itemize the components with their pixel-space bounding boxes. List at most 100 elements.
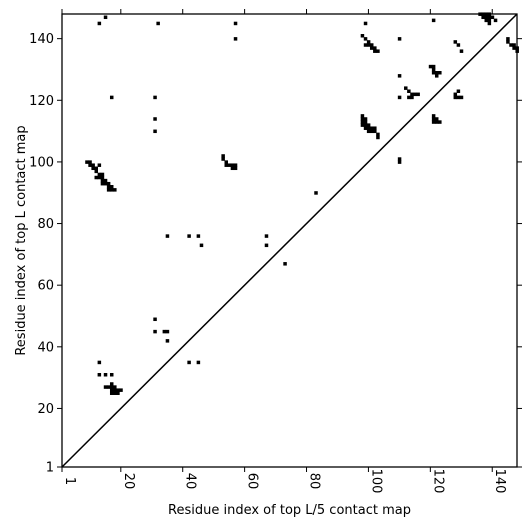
contact-point [94,175,98,180]
contact-points [85,12,519,395]
contact-point [506,37,510,41]
contact-point [397,74,402,78]
contact-point [113,388,117,392]
contact-point [360,34,365,38]
contact-point [369,126,374,130]
diagonal-line [61,13,518,468]
contact-point [487,15,492,20]
contact-point [366,126,371,130]
contact-point [165,329,170,334]
contact-point [230,163,235,167]
contact-point [153,117,157,121]
contact-point [103,181,108,186]
contact-point [221,154,225,158]
contact-point [199,243,204,248]
contact-point [106,188,111,192]
contact-point [373,126,377,130]
contact-point [224,160,228,164]
contact-point [456,89,461,93]
contact-point [431,120,436,124]
contact-point [109,185,114,189]
contact-point [431,64,436,69]
contact-point [97,21,102,26]
contact-point [196,234,201,238]
contact-point [404,86,408,90]
contact-point [363,126,368,130]
contact-point [369,43,374,47]
x-tick-label: 20 [121,473,136,490]
contact-point [397,95,402,100]
contact-point [360,117,365,121]
contact-point [233,37,238,41]
contact-point [410,92,414,97]
contact-point [431,18,436,23]
plot-frame [61,13,518,468]
contact-point [109,382,114,386]
contact-point [407,95,411,100]
y-tick-label: 120 [29,94,54,109]
contact-point [512,43,516,47]
contact-point [363,123,368,127]
contact-point [431,67,436,72]
contact-point [493,18,498,23]
contact-point [165,234,170,238]
x-axis-label: Residue index of top L/5 contact map [168,503,411,518]
contact-point [165,339,170,343]
contact-point [431,71,436,75]
contact-point [196,360,201,365]
y-axis-label: Residue index of top L contact map [14,125,29,355]
contact-point [487,18,492,23]
contact-point [410,95,414,100]
contact-point [434,71,439,75]
contact-point [233,21,238,26]
x-tick-label: 1 [62,477,77,485]
contact-point [366,129,371,134]
contact-point [366,123,371,127]
contact-point [156,21,160,26]
contact-point [373,46,377,50]
contact-point [100,172,105,177]
contact-point [103,178,108,183]
contact-point [119,388,123,392]
contact-point [314,191,318,195]
contact-point [153,129,157,134]
contact-point [431,117,436,121]
contact-point [453,95,458,100]
contact-point [113,385,117,389]
contact-point [509,43,513,47]
contact-point [106,385,111,389]
contact-point [103,373,108,377]
contact-point [369,129,374,134]
contact-point [360,114,365,118]
contact-point [88,160,92,164]
contact-point [109,373,114,377]
contact-point [91,166,95,171]
contact-point [109,388,114,392]
contact-point [94,166,98,171]
y-tick-label: 100 [29,155,54,170]
contact-point [233,166,238,171]
contact-point [116,388,120,392]
contact-point [363,37,368,41]
contact-point [363,21,368,26]
contact-point [434,117,439,121]
contact-point [264,243,269,248]
contact-point [97,163,102,167]
y-tick-label: 140 [29,32,54,47]
contact-point [97,360,102,365]
contact-point [97,172,102,177]
contact-point [91,163,95,167]
x-tick-label: 140 [492,469,507,494]
contact-point [97,175,102,180]
contact-point [113,188,117,192]
contact-point [376,132,380,137]
contact-point [363,120,368,124]
y-tick-label: 40 [37,340,54,355]
contact-point [106,185,111,189]
contact-point [369,46,374,50]
contact-point [109,385,114,389]
x-axis-ticks: 1 20 40 60 80 100 120 140 [61,9,507,494]
contact-point [490,15,495,20]
contact-point [113,391,117,395]
contact-point [224,163,228,167]
